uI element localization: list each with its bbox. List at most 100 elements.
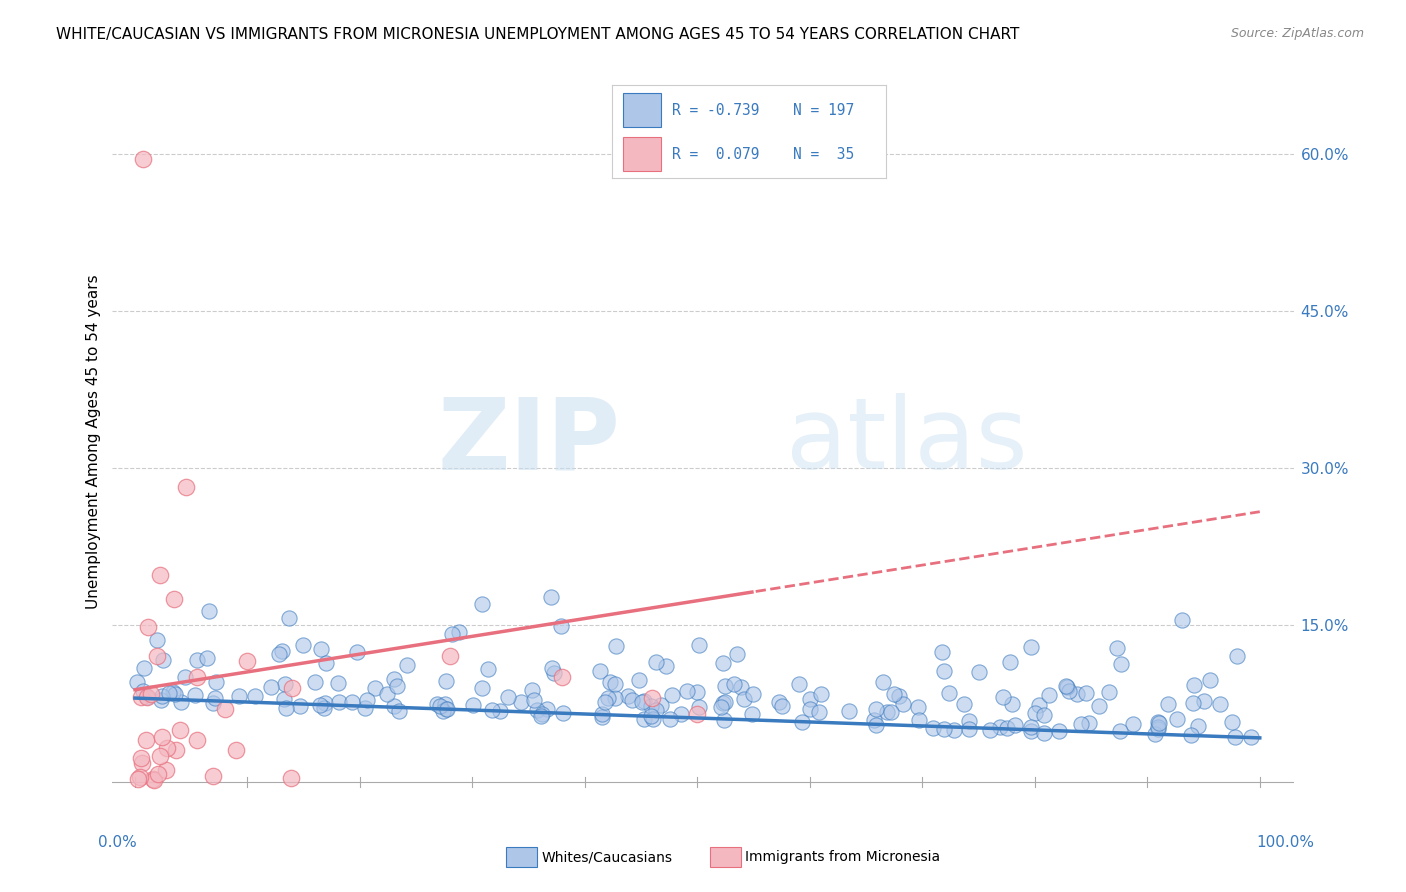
Point	[725, 647, 748, 661]
Point	[1054, 679, 1077, 693]
Point	[395, 658, 418, 673]
Point	[440, 626, 463, 640]
Point	[1109, 724, 1132, 739]
Point	[162, 685, 184, 699]
Point	[593, 695, 616, 709]
Point	[149, 567, 172, 582]
Point	[1032, 708, 1054, 723]
Point	[273, 692, 295, 706]
Point	[1047, 724, 1070, 739]
Point	[260, 681, 283, 695]
Point	[1187, 719, 1209, 733]
Point	[169, 723, 191, 737]
Point	[742, 687, 765, 701]
Point	[174, 670, 197, 684]
Point	[1146, 723, 1168, 737]
Point	[125, 675, 148, 690]
Point	[127, 772, 149, 787]
Point	[157, 686, 180, 700]
Point	[540, 590, 562, 604]
Text: R =  0.079: R = 0.079	[672, 146, 759, 161]
Point	[129, 750, 152, 764]
Point	[471, 597, 494, 611]
Point	[643, 712, 665, 726]
Point	[530, 706, 553, 721]
Point	[245, 689, 267, 703]
Point	[204, 690, 226, 705]
Point	[382, 699, 405, 714]
Point	[688, 700, 710, 714]
Point	[280, 771, 302, 785]
Point	[995, 721, 1018, 735]
Point	[591, 710, 613, 724]
Point	[274, 677, 297, 691]
Point	[1147, 715, 1170, 730]
Point	[292, 638, 315, 652]
Point	[434, 673, 457, 688]
Point	[510, 695, 533, 709]
Point	[276, 700, 298, 714]
Point	[551, 670, 574, 684]
Point	[661, 688, 683, 702]
Point	[733, 691, 755, 706]
Point	[938, 686, 960, 700]
Point	[1088, 699, 1111, 714]
Point	[633, 694, 655, 708]
Point	[356, 693, 378, 707]
Point	[136, 690, 159, 704]
Point	[346, 645, 368, 659]
Point	[148, 766, 170, 780]
Point	[314, 701, 336, 715]
Text: R = -0.739: R = -0.739	[672, 103, 759, 118]
Point	[496, 690, 519, 704]
Point	[741, 706, 763, 721]
Point	[1019, 724, 1042, 739]
Point	[132, 152, 155, 166]
Point	[132, 683, 155, 698]
Point	[388, 704, 411, 718]
Point	[198, 604, 221, 618]
Point	[768, 694, 790, 708]
Point	[309, 698, 332, 712]
Point	[1226, 649, 1249, 664]
Point	[186, 653, 208, 667]
Point	[932, 722, 955, 736]
Point	[540, 661, 562, 675]
Point	[599, 675, 621, 690]
Text: Whites/Caucasians: Whites/Caucasians	[541, 850, 672, 864]
Point	[205, 674, 228, 689]
Point	[309, 642, 332, 657]
Point	[1198, 673, 1220, 687]
Point	[1019, 640, 1042, 655]
Point	[165, 743, 187, 757]
Point	[1001, 698, 1024, 712]
Point	[880, 705, 903, 719]
Point	[477, 662, 499, 676]
Point	[588, 664, 610, 678]
Point	[640, 698, 662, 713]
Point	[225, 743, 247, 757]
Text: Immigrants from Micronesia: Immigrants from Micronesia	[745, 850, 941, 864]
Point	[1004, 718, 1026, 732]
Point	[953, 697, 976, 711]
Point	[943, 723, 966, 737]
Point	[605, 676, 627, 690]
Point	[1143, 727, 1166, 741]
Point	[481, 703, 503, 717]
Point	[979, 723, 1001, 737]
Point	[596, 691, 619, 706]
Point	[676, 684, 699, 698]
Point	[150, 690, 173, 704]
Point	[163, 687, 186, 701]
Point	[520, 683, 543, 698]
Point	[449, 625, 471, 640]
Point	[134, 661, 156, 675]
Point	[713, 679, 735, 693]
Point	[711, 657, 734, 671]
Point	[429, 699, 451, 714]
Point	[184, 688, 207, 702]
Point	[1146, 720, 1168, 734]
Point	[201, 769, 224, 783]
Point	[1240, 730, 1263, 744]
Point	[526, 703, 548, 717]
